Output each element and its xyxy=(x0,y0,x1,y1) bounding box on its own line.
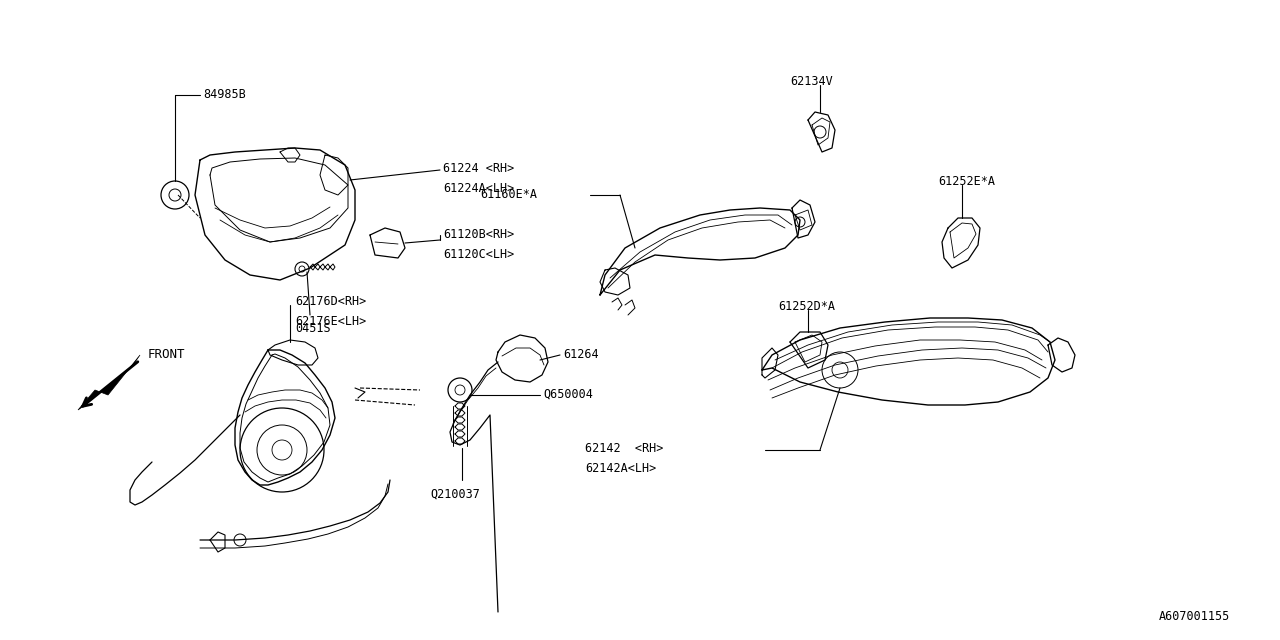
Text: 0451S: 0451S xyxy=(294,322,330,335)
Polygon shape xyxy=(78,355,140,410)
Text: 61264: 61264 xyxy=(563,348,599,361)
Text: FRONT: FRONT xyxy=(148,348,186,361)
Text: 61160E*A: 61160E*A xyxy=(480,188,538,201)
Text: 61120B<RH>: 61120B<RH> xyxy=(443,228,515,241)
Text: Q210037: Q210037 xyxy=(430,488,480,501)
Text: 62142A<LH>: 62142A<LH> xyxy=(585,462,657,475)
Text: 61224 <RH>: 61224 <RH> xyxy=(443,162,515,175)
Text: A607001155: A607001155 xyxy=(1158,610,1230,623)
Text: 61252D*A: 61252D*A xyxy=(778,300,835,313)
Text: 62142  <RH>: 62142 <RH> xyxy=(585,442,663,455)
Text: 62176D<RH>: 62176D<RH> xyxy=(294,295,366,308)
Text: 61252E*A: 61252E*A xyxy=(938,175,995,188)
Text: 62134V: 62134V xyxy=(790,75,833,88)
Text: Q650004: Q650004 xyxy=(543,388,593,401)
Text: 62176E<LH>: 62176E<LH> xyxy=(294,315,366,328)
Text: 61224A<LH>: 61224A<LH> xyxy=(443,182,515,195)
Text: 84985B: 84985B xyxy=(204,88,246,101)
Text: 61120C<LH>: 61120C<LH> xyxy=(443,248,515,261)
